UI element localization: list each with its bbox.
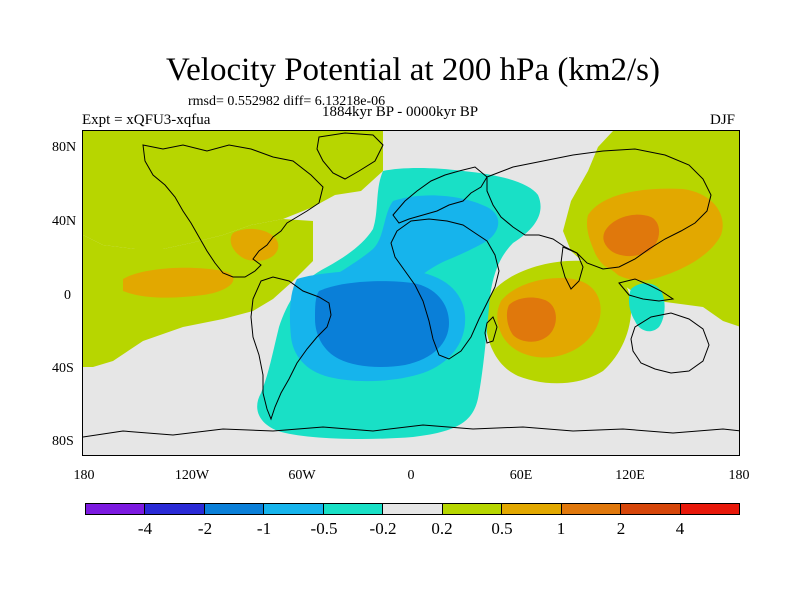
coast-maritime-continent [618, 278, 675, 302]
region-north-pacific-ridge [83, 131, 203, 227]
region-east-pacific-orange [123, 267, 234, 298]
y-tick-label: 80N [52, 140, 77, 155]
chart-title: Velocity Potential at 200 hPa (km2/s) [165, 52, 661, 88]
coast-south-america [250, 276, 332, 421]
colorbar-swatch [145, 504, 205, 514]
coast-africa [390, 218, 500, 360]
region-atlantic-low-inner [315, 281, 449, 367]
colorbar-label: 2 [616, 519, 626, 538]
map-canvas [83, 131, 739, 439]
y-tick-label: 80S [52, 434, 74, 449]
colorbar-swatch [86, 504, 146, 514]
region-east-asia-core [603, 214, 660, 257]
region-indian-ocean-core [506, 297, 556, 342]
time-period-subtitle: 1884kyr BP - 0000kyr BP [322, 104, 479, 120]
x-tick-label: 180 [73, 468, 95, 483]
y-tick-label: 40S [52, 361, 74, 376]
colorbar-label: -4 [137, 519, 153, 538]
x-tick-label: 60W [288, 468, 316, 483]
coast-europe [392, 166, 488, 224]
colorbar-swatch [621, 504, 681, 514]
colorbar-swatch [383, 504, 443, 514]
colorbar-swatch [561, 504, 622, 514]
colorbar-label: -2 [197, 519, 213, 538]
region-caribbean-orange [230, 228, 279, 262]
coastlines [83, 132, 739, 438]
colorbar-label: -0.5 [310, 519, 338, 538]
velocity-potential-map [82, 130, 740, 456]
colorbar-swatch [323, 504, 384, 514]
colorbar-label: 4 [675, 519, 685, 538]
season-label: DJF [710, 112, 736, 128]
coast-madagascar [484, 316, 498, 344]
coast-india [560, 246, 584, 290]
colorbar-label: -0.2 [369, 519, 397, 538]
colorbar-swatch [502, 504, 562, 514]
x-tick-label: 0 [407, 468, 415, 483]
colorbar-label: 0.5 [491, 519, 513, 538]
colorbar-swatch [442, 504, 503, 514]
colorbar-swatch [264, 504, 324, 514]
x-tick-label: 60E [509, 468, 533, 483]
y-tick-label: 40N [52, 214, 77, 229]
colorbar-swatch [680, 504, 739, 514]
colorbar [85, 503, 740, 515]
colorbar-label: 0.2 [431, 519, 453, 538]
rmsd-diff-stats: rmsd= 0.552982 diff= 6.13218e-06 [188, 94, 386, 109]
colorbar-label: -1 [256, 519, 272, 538]
colorbar-swatch [204, 504, 265, 514]
coast-greenland [316, 132, 384, 180]
contour-fills [83, 131, 739, 439]
coast-north-america [142, 144, 324, 278]
region-maritime-continent-low [628, 283, 665, 332]
coast-asia [486, 148, 712, 270]
colorbar-label: 1 [556, 519, 566, 538]
x-tick-label: 120E [615, 468, 645, 483]
x-tick-label: 180 [728, 468, 750, 483]
y-tick-label: 0 [64, 288, 71, 303]
coast-antarctica [83, 424, 739, 438]
coast-australia [630, 312, 710, 374]
experiment-label: Expt = xQFU3-xqfua [82, 112, 211, 128]
x-tick-label: 120W [174, 468, 210, 483]
